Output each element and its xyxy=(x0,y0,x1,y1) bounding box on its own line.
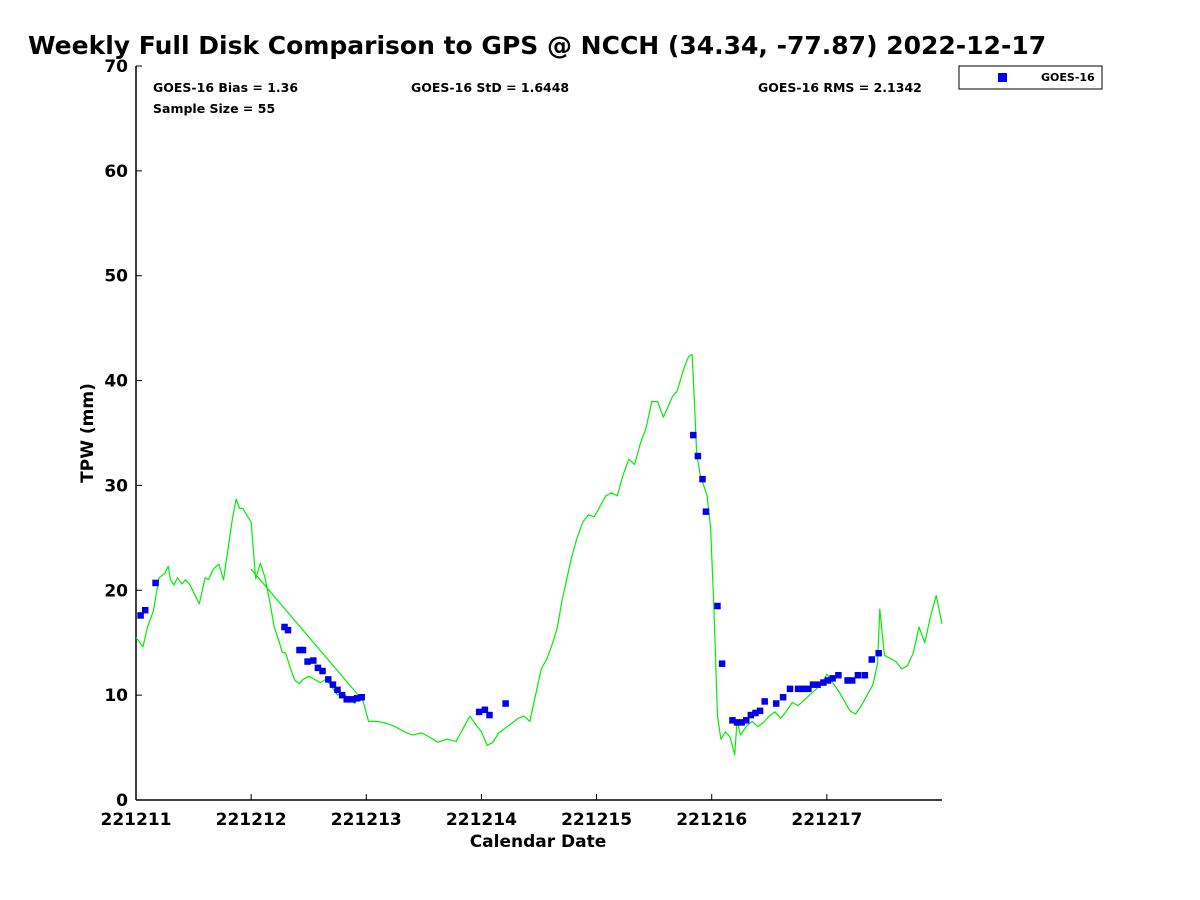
goes-16-point xyxy=(718,660,726,667)
goes-16-point xyxy=(349,696,356,703)
goes-16-point xyxy=(325,676,332,683)
y-tick-label: 70 xyxy=(104,57,128,77)
goes-16-point xyxy=(486,711,493,719)
y-tick-label: 20 xyxy=(104,581,128,601)
legend-label-goes-16: GOES-16 xyxy=(1041,71,1095,84)
goes-16-point xyxy=(714,602,721,610)
goes-16-point xyxy=(772,700,780,707)
goes-16-point xyxy=(794,685,802,693)
gps-series xyxy=(135,353,943,756)
legend-box xyxy=(958,65,1103,90)
goes-16-point xyxy=(761,698,768,705)
goes-16-point xyxy=(702,508,710,515)
goes-16-point xyxy=(752,709,759,717)
goes-16-point xyxy=(310,657,317,664)
goes-16-point xyxy=(296,646,303,654)
y-tick-label: 60 xyxy=(104,162,128,182)
goes-16-point xyxy=(152,579,159,587)
goes-16-point xyxy=(848,677,856,684)
goes-16-point xyxy=(875,649,882,657)
goes-16-point xyxy=(304,658,311,665)
goes-16-point xyxy=(805,685,812,693)
y-tick-label: 0 xyxy=(116,791,128,811)
goes-16-point xyxy=(729,717,736,724)
x-ticks: 221211 221212 221213 221214 221215 221216 2212… xyxy=(101,794,862,830)
goes-16-point xyxy=(358,693,365,701)
goes-16-point xyxy=(829,675,836,682)
y-tick-label: 30 xyxy=(104,476,128,496)
goes-16-point xyxy=(799,685,806,693)
goes-16-point xyxy=(137,612,144,619)
goes-16-point xyxy=(334,686,341,694)
goes-16-point xyxy=(319,667,326,675)
std-stat: GOES-16 StD = 1.6448 xyxy=(411,80,569,95)
goes-16-point xyxy=(329,681,337,688)
goes-16-point xyxy=(141,606,149,614)
chart-title: Weekly Full Disk Comparison to GPS @ NCC… xyxy=(28,31,1046,60)
x-tick-label: 221211 xyxy=(101,810,172,830)
goes-16-point xyxy=(820,679,827,686)
x-tick-label: 221213 xyxy=(331,810,402,830)
x-tick-label: 221214 xyxy=(446,810,517,830)
plot-area: 0 10 20 30 40 50 60 70 221211 221212 221213 221214… xyxy=(101,57,943,830)
goes-16-point xyxy=(738,719,745,726)
goes-16-point xyxy=(343,696,350,703)
bias-stat: GOES-16 Bias = 1.36 xyxy=(153,80,298,95)
goes-16-point xyxy=(861,671,869,679)
statistics-block: GOES-16 Bias = 1.36 GOES-16 StD = 1.6448… xyxy=(153,80,922,116)
goes-16-point xyxy=(299,646,307,654)
x-tick-label: 221212 xyxy=(216,810,287,830)
goes-16-point xyxy=(743,717,750,724)
goes-16-point xyxy=(868,656,876,663)
goes-16-point xyxy=(314,664,322,672)
goes-16-point xyxy=(824,677,832,684)
goes-16-point xyxy=(502,700,509,707)
rms-stat: GOES-16 RMS = 2.1342 xyxy=(758,80,922,95)
x-tick-label: 221217 xyxy=(791,810,862,830)
goes-16-point xyxy=(814,681,821,688)
goes-16-point xyxy=(756,707,764,715)
goes-16-series xyxy=(137,431,882,726)
goes-16-point xyxy=(353,695,361,702)
legend-marker-goes-16 xyxy=(998,73,1007,82)
goes-16-point xyxy=(747,711,755,719)
goes-16-point xyxy=(338,691,346,699)
goes-16-point xyxy=(699,475,706,483)
goes-16-point xyxy=(733,719,741,726)
y-tick-label: 10 xyxy=(104,686,128,706)
goes-16-point xyxy=(481,706,489,714)
goes-16-point xyxy=(809,681,817,688)
gps-line xyxy=(135,353,943,756)
goes-16-point xyxy=(844,677,851,684)
y-tick-label: 40 xyxy=(104,372,128,392)
legend: GOES-16 xyxy=(958,65,1103,90)
goes-16-point xyxy=(835,671,842,679)
x-axis-label: Calendar Date xyxy=(470,832,607,852)
x-tick-label: 221215 xyxy=(561,810,632,830)
goes-16-point xyxy=(779,693,787,701)
goes-16-point xyxy=(475,708,483,716)
goes-16-point xyxy=(284,626,292,634)
sample-size-stat: Sample Size = 55 xyxy=(153,101,275,116)
x-tick-label: 221216 xyxy=(676,810,747,830)
y-axis-label: TPW (mm) xyxy=(78,383,98,483)
goes-16-point xyxy=(694,452,702,460)
goes-16-point xyxy=(786,685,794,693)
y-tick-label: 50 xyxy=(104,267,128,287)
y-ticks: 0 10 20 30 40 50 60 70 xyxy=(104,57,142,811)
goes-16-point xyxy=(854,671,862,679)
goes-16-point xyxy=(281,623,288,631)
goes-16-point xyxy=(690,431,697,439)
